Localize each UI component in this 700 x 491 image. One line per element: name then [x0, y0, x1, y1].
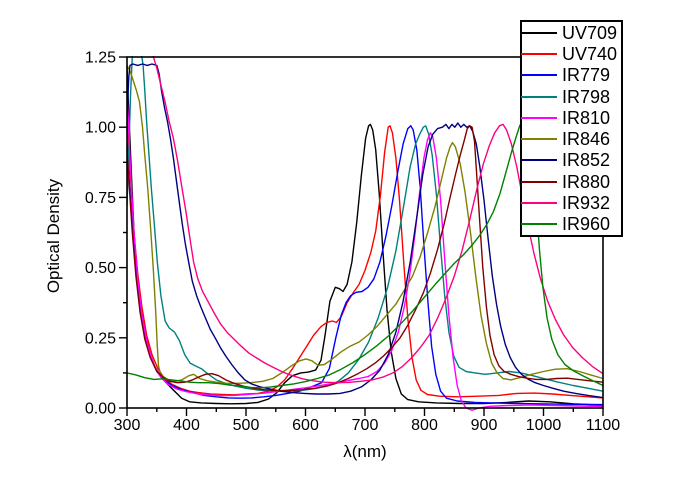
legend-label: IR779 — [562, 65, 611, 86]
y-tick-label: 0.25 — [85, 330, 116, 347]
legend-item: IR810 — [521, 107, 621, 128]
legend-label: IR798 — [562, 86, 611, 107]
x-tick-label: 400 — [173, 417, 200, 434]
curve-IR932 — [152, 56, 604, 384]
legend-line-sample — [521, 74, 557, 77]
x-tick-label: 900 — [471, 417, 498, 434]
x-axis-title: λ(nm) — [343, 442, 387, 461]
y-axis-title: Optical Density — [44, 178, 63, 294]
curve-IR852 — [126, 63, 604, 399]
legend-item: UV709 — [521, 22, 621, 43]
y-tick-label: 1.25 — [85, 50, 116, 67]
legend-line-sample — [521, 31, 557, 34]
x-tick-label: 500 — [233, 417, 260, 434]
x-tick-label: 600 — [292, 417, 319, 434]
legend-line-sample — [521, 202, 557, 205]
ticks-layer — [119, 56, 604, 416]
y-tick-label: 1.00 — [85, 120, 116, 137]
y-tick-label: 0.50 — [85, 260, 116, 277]
legend-label: IR960 — [562, 214, 611, 235]
legend-item: IR880 — [521, 171, 621, 192]
legend-item: IR960 — [521, 214, 621, 235]
x-tick-label: 300 — [114, 417, 141, 434]
legend-item: IR846 — [521, 129, 621, 150]
legend-line-sample — [521, 159, 557, 162]
legend-item: IR779 — [521, 65, 621, 86]
legend-line-sample — [521, 95, 557, 98]
legend-item: UV740 — [521, 43, 621, 64]
legend-line-sample — [521, 180, 557, 183]
legend-item: IR798 — [521, 86, 621, 107]
curve-IR846 — [126, 65, 604, 384]
x-tick-label: 1100 — [586, 417, 621, 434]
x-tick-label: 1000 — [526, 417, 562, 434]
curve-UV740 — [126, 113, 604, 399]
legend-line-sample — [521, 116, 557, 119]
y-tick-label: 0.75 — [85, 190, 116, 207]
legend-item: IR852 — [521, 150, 621, 171]
curve-IR779 — [126, 125, 604, 406]
legend-label: IR852 — [562, 150, 611, 171]
x-tick-label: 800 — [411, 417, 438, 434]
legend-box: UV709 UV740 IR779 IR798 IR810 IR846 IR85… — [520, 20, 623, 237]
legend-label: IR880 — [562, 171, 611, 192]
legend-label: IR846 — [562, 129, 611, 150]
legend-line-sample — [521, 52, 557, 55]
legend-item: IR932 — [521, 192, 621, 214]
x-tick-label: 700 — [352, 417, 379, 434]
legend-line-sample — [521, 223, 557, 226]
legend-label: UV740 — [562, 43, 618, 64]
y-tick-label: 0.00 — [85, 401, 116, 418]
legend-label: UV709 — [562, 22, 618, 43]
legend-line-sample — [521, 138, 557, 141]
legend-label: IR810 — [562, 107, 611, 128]
legend-label: IR932 — [562, 193, 611, 214]
